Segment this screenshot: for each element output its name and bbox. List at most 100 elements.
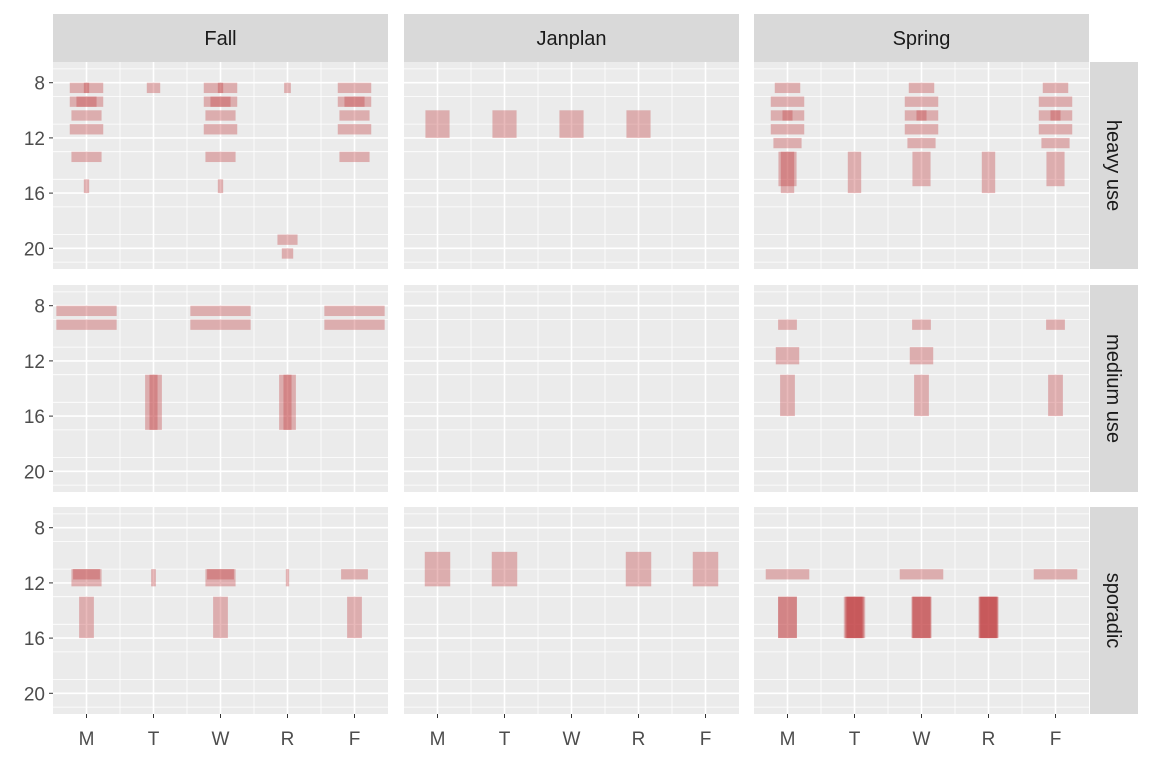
row-strip-sporadic [1090,507,1138,714]
tile [76,96,97,107]
y-tick-label: 20 [24,239,45,260]
tile [778,151,797,187]
y-tick-label: 16 [24,184,45,205]
tile [899,569,944,580]
tile [73,569,100,580]
tile [1041,137,1070,149]
tile [770,96,805,107]
tile [912,319,931,330]
tile [625,551,652,587]
tile [765,569,810,580]
tile [79,596,94,639]
tile [283,374,292,430]
y-tick-label: 8 [34,297,45,318]
tile [692,551,719,587]
tile [324,305,385,317]
tile [979,596,998,639]
tile [213,596,228,639]
y-tick-label: 16 [24,407,45,428]
tile [83,82,90,94]
row-strip-medium-use [1090,285,1138,492]
y-tick-label: 20 [24,462,45,483]
tile [281,248,294,259]
tile [845,596,864,639]
tile [347,596,362,639]
tile [782,110,793,121]
tile [1050,110,1061,121]
x-tick-label-t: T [849,729,861,750]
tile [912,596,931,639]
tile [337,124,372,135]
strip-janplan [404,14,739,62]
tile [912,151,931,187]
tile [780,151,795,194]
tile [341,569,368,580]
y-tick-label: 12 [24,352,45,373]
tile [559,110,584,138]
tile [492,110,517,138]
x-tick-label-m: M [430,729,446,750]
tile [981,151,996,194]
x-tick-label-m: M [79,729,95,750]
tile [337,96,372,107]
tile [149,374,158,430]
x-tick-label-w: W [212,729,230,750]
strip-label-fall: Fall [204,28,236,50]
tile [843,596,866,639]
x-tick-label-r: R [632,729,646,750]
tile [151,569,156,587]
tile [56,305,117,317]
row-strip-label-medium-use: medium use [1102,334,1124,443]
y-tick-label: 8 [34,74,45,95]
strip-spring [754,14,1089,62]
tile [203,96,238,107]
tile [190,305,251,317]
tile [284,82,291,94]
tile [980,596,997,639]
y-tick-label: 12 [24,129,45,150]
tile [324,319,385,330]
tile [203,124,238,135]
tile [1038,110,1073,121]
tile [56,319,117,330]
tile [71,151,102,163]
strip-label-spring: Spring [893,28,951,50]
tile [205,569,236,587]
tile [907,137,936,149]
x-tick-label-r: R [982,729,996,750]
tile [190,319,251,330]
tile [904,96,939,107]
tile [626,110,651,138]
tile [908,82,935,94]
tile [71,569,102,587]
tile [909,347,934,365]
tile [780,374,795,417]
tile [775,347,800,365]
tile [778,596,797,639]
tile [217,82,224,94]
strip-fall [53,14,388,62]
tile [337,82,372,94]
x-tick-label-f: F [349,729,361,750]
x-tick-label-f: F [700,729,712,750]
tile [207,569,234,580]
tile [205,151,236,163]
x-tick-label-t: T [499,729,511,750]
tile [978,596,999,639]
tile [146,82,161,94]
tile [205,110,236,121]
tile [916,110,927,121]
tile [904,124,939,135]
tile [71,110,102,121]
tile [1038,124,1073,135]
tile [1048,374,1063,417]
tile [69,96,104,107]
tile [279,374,296,430]
tile [770,124,805,135]
tile [1046,319,1065,330]
tile [277,234,298,245]
tile [425,110,450,138]
tile [979,596,998,639]
x-tick-label-t: T [148,729,160,750]
tile [339,110,370,121]
